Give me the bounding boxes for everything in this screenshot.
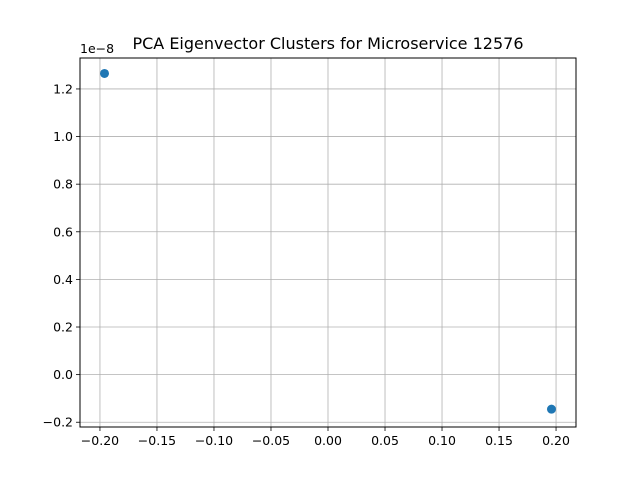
x-tick-label: 0.20	[542, 433, 570, 448]
data-points	[100, 68, 556, 414]
chart-title: PCA Eigenvector Clusters for Microservic…	[132, 34, 523, 53]
grid-lines	[80, 58, 576, 427]
x-tick-label: −0.10	[195, 433, 233, 448]
x-tick-label: 0.05	[371, 433, 399, 448]
y-tick-label: 0.4	[53, 272, 73, 287]
x-axis-ticks: −0.20 −0.15 −0.10 −0.05 0.00 0.05 0.10 0.15 0.20	[81, 427, 570, 448]
y-tick-label: 1.0	[53, 129, 73, 144]
x-tick-label: −0.05	[252, 433, 290, 448]
x-tick-label: −0.15	[138, 433, 176, 448]
x-tick-label: −0.20	[81, 433, 119, 448]
x-tick-label: 0.10	[428, 433, 456, 448]
y-axis-offset-label: 1e−8	[80, 41, 114, 56]
y-tick-label: 0.6	[53, 224, 73, 239]
x-tick-label: 0.15	[485, 433, 513, 448]
y-tick-label: 0.2	[53, 320, 73, 335]
y-axis-ticks: −0.2 0.0 0.2 0.4 0.6 0.8 1.0 1.2	[43, 81, 80, 430]
y-tick-label: 1.2	[53, 81, 73, 96]
x-tick-label: 0.00	[314, 433, 342, 448]
y-tick-label: −0.2	[43, 415, 73, 430]
y-tick-label: 0.0	[53, 367, 73, 382]
y-tick-label: 0.8	[53, 177, 73, 192]
scatter-point	[100, 68, 110, 78]
scatter-point	[546, 404, 556, 414]
